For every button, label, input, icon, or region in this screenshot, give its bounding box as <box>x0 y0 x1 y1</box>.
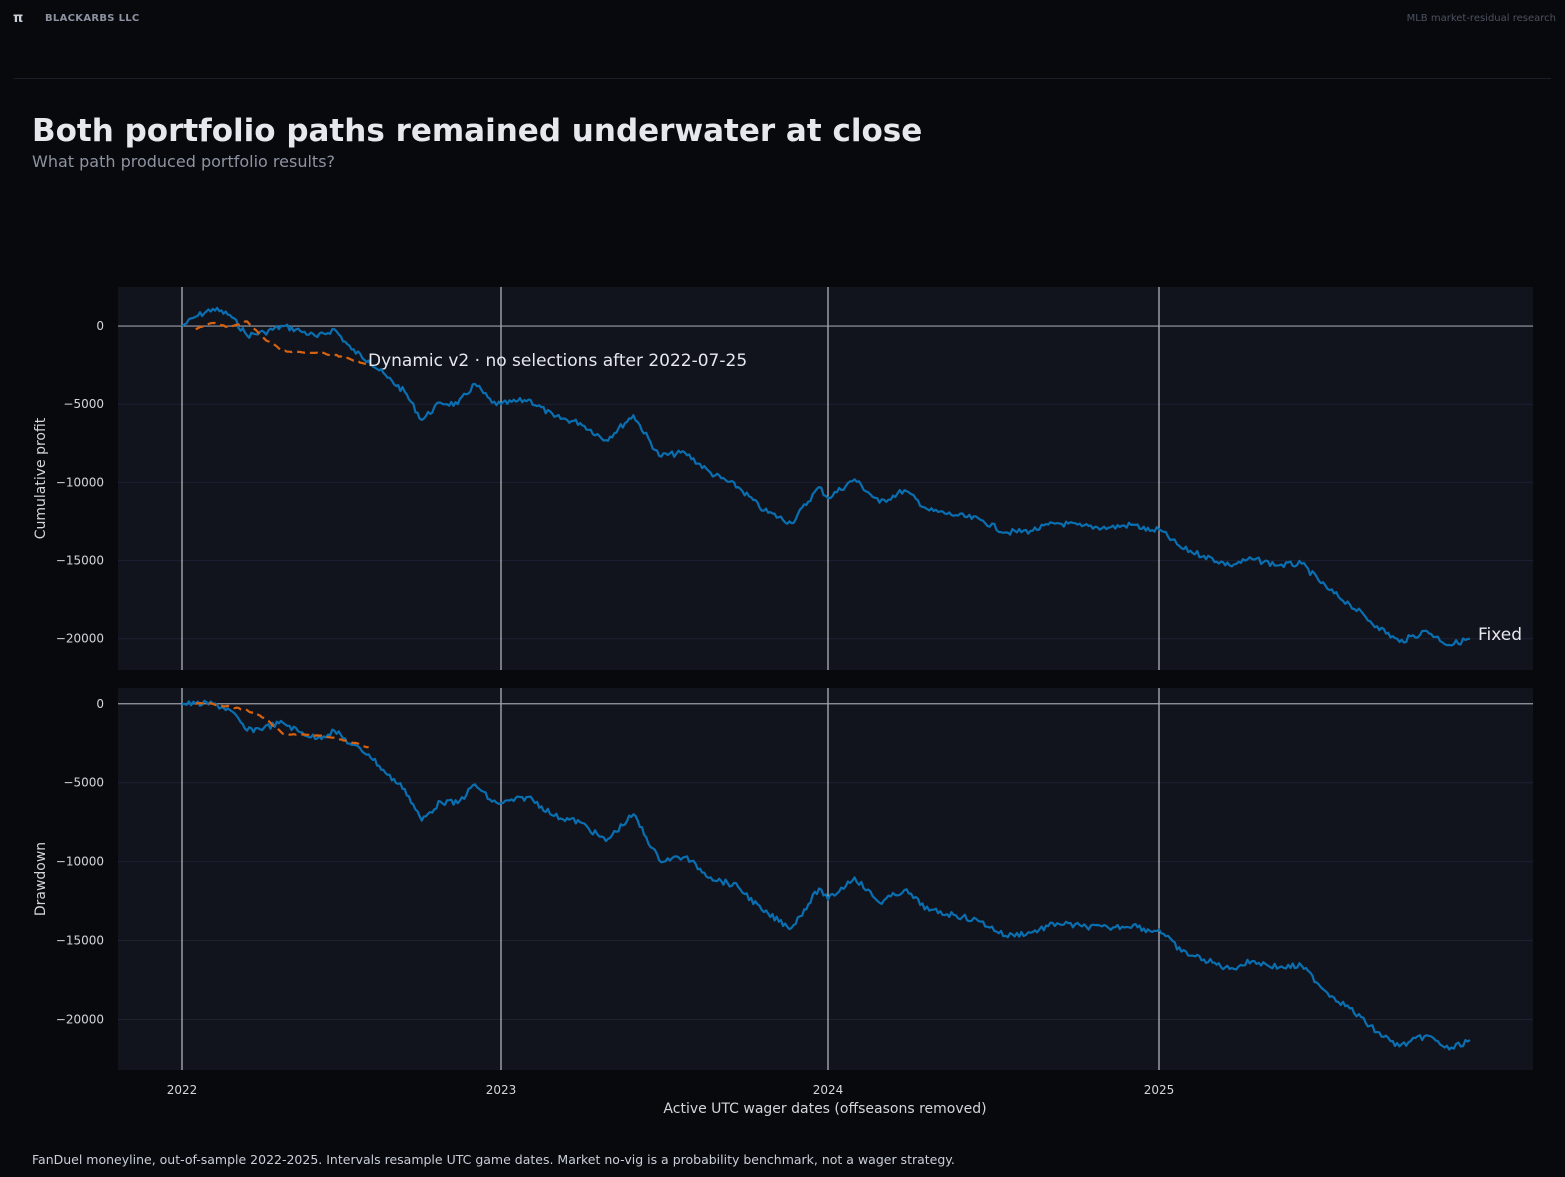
dynamic-cutoff-annotation: Dynamic v2 · no selections after 2022-07… <box>368 351 747 371</box>
x-axis-label: Active UTC wager dates (offseasons remov… <box>663 1101 986 1117</box>
top-bar: π BLACKARBS LLC MLB market-residual rese… <box>0 0 1565 40</box>
profit-ytick-label: −5000 <box>63 397 104 411</box>
profit-ytick-label: −15000 <box>56 554 104 568</box>
header-divider <box>14 78 1551 79</box>
fixed-end-label: Fixed <box>1478 625 1522 645</box>
profit-ytick-label: −20000 <box>56 632 104 646</box>
profit-ytick-label: 0 <box>96 319 104 333</box>
profit-ytick-label: −10000 <box>56 475 104 489</box>
drawdown-ytick-label: −20000 <box>56 1012 104 1026</box>
xtick-label: 2025 <box>1144 1083 1175 1097</box>
brand-name: BLACKARBS LLC <box>45 13 140 24</box>
drawdown-ytick-label: 0 <box>96 697 104 711</box>
profit-ylabel: Cumulative profit <box>33 417 49 539</box>
page-title: Both portfolio paths remained underwater… <box>32 113 923 149</box>
xtick-label: 2023 <box>486 1083 517 1097</box>
drawdown-series-fixed <box>181 699 1471 1051</box>
drawdown-series-dynamic-v2 <box>195 702 369 749</box>
drawdown-ytick-label: −15000 <box>56 934 104 948</box>
xtick-label: 2024 <box>813 1083 844 1097</box>
drawdown-ytick-label: −10000 <box>56 855 104 869</box>
pi-logo-icon: π <box>13 11 24 26</box>
profit-plot-area <box>118 287 1533 670</box>
xtick-label: 2022 <box>167 1083 198 1097</box>
profit-series-fixed <box>181 306 1471 647</box>
drawdown-ytick-label: −5000 <box>63 776 104 790</box>
page-subtitle: What path produced portfolio results? <box>32 152 336 171</box>
drawdown-ylabel: Drawdown <box>33 842 49 916</box>
footer-note: FanDuel moneyline, out-of-sample 2022-20… <box>32 1152 955 1167</box>
drawdown-plot-area <box>118 688 1533 1070</box>
research-label: MLB market-residual research <box>1406 13 1556 24</box>
profit-series-dynamic-v2 <box>195 320 369 366</box>
